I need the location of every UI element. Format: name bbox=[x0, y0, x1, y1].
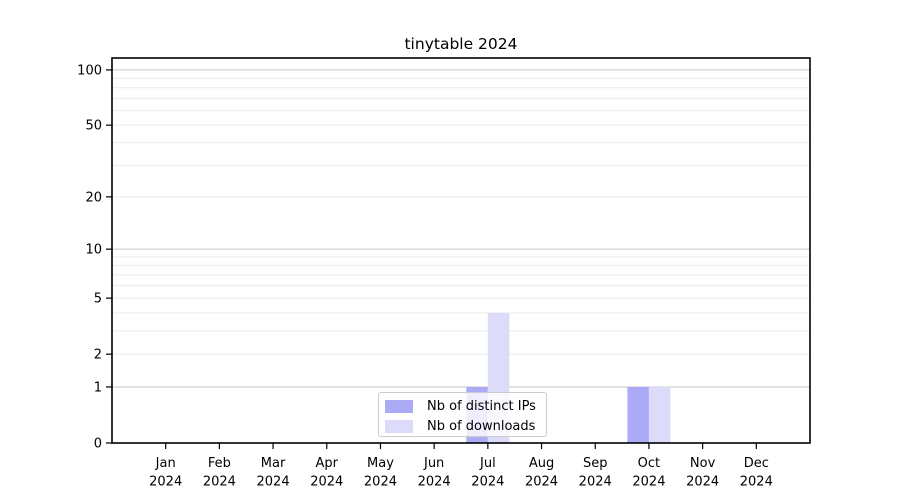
chart-title: tinytable 2024 bbox=[404, 35, 518, 53]
x-tick-label-month: Aug bbox=[529, 456, 554, 471]
x-tick-label-month: Jun bbox=[423, 456, 444, 471]
x-tick-label-year: 2024 bbox=[471, 475, 504, 490]
x-tick-label-year: 2024 bbox=[149, 475, 182, 490]
x-tick-label-month: Feb bbox=[208, 456, 231, 471]
x-tick-label-year: 2024 bbox=[686, 475, 719, 490]
y-tick-label: 10 bbox=[85, 243, 102, 258]
x-tick-label-year: 2024 bbox=[418, 475, 451, 490]
x-tick-label-month: Nov bbox=[690, 456, 716, 471]
y-tick-label: 5 bbox=[94, 292, 102, 307]
legend-item-downloads: Nb of downloads bbox=[385, 417, 546, 436]
y-tick-label: 0 bbox=[94, 437, 102, 452]
x-tick-label-year: 2024 bbox=[364, 475, 397, 490]
x-tick-label-month: Dec bbox=[744, 456, 769, 471]
y-tick-label: 2 bbox=[94, 348, 102, 363]
plot-border bbox=[111, 57, 811, 444]
x-tick-label-year: 2024 bbox=[632, 475, 665, 490]
y-tick-label: 100 bbox=[77, 63, 102, 78]
y-tick-label: 1 bbox=[94, 380, 102, 395]
x-tick-label-month: Sep bbox=[583, 456, 608, 471]
bar-nb-of-distinct-ips-oct bbox=[627, 386, 649, 443]
x-tick-label-month: Mar bbox=[261, 456, 286, 471]
x-tick-label-year: 2024 bbox=[525, 475, 558, 490]
x-tick-label-year: 2024 bbox=[579, 475, 612, 490]
y-tick-label: 50 bbox=[85, 119, 102, 134]
legend-swatch-distinct-ips bbox=[385, 400, 413, 413]
x-tick-label-month: Jan bbox=[155, 456, 176, 471]
bar-nb-of-downloads-oct bbox=[648, 386, 671, 443]
y-tick-label: 20 bbox=[85, 190, 102, 205]
x-tick-label-year: 2024 bbox=[203, 475, 236, 490]
x-tick-label-month: May bbox=[367, 456, 394, 471]
legend-label-downloads: Nb of downloads bbox=[427, 419, 536, 434]
legend: Nb of distinct IPs Nb of downloads bbox=[378, 392, 547, 437]
x-tick-label-year: 2024 bbox=[740, 475, 773, 490]
x-tick-label-year: 2024 bbox=[257, 475, 290, 490]
legend-label-distinct-ips: Nb of distinct IPs bbox=[427, 399, 536, 414]
x-tick-label-month: Jul bbox=[479, 456, 496, 471]
legend-item-distinct-ips: Nb of distinct IPs bbox=[385, 397, 546, 416]
x-tick-label-month: Apr bbox=[316, 456, 339, 471]
legend-swatch-downloads bbox=[385, 420, 413, 433]
x-tick-label-year: 2024 bbox=[310, 475, 343, 490]
x-tick-label-month: Oct bbox=[638, 456, 660, 471]
